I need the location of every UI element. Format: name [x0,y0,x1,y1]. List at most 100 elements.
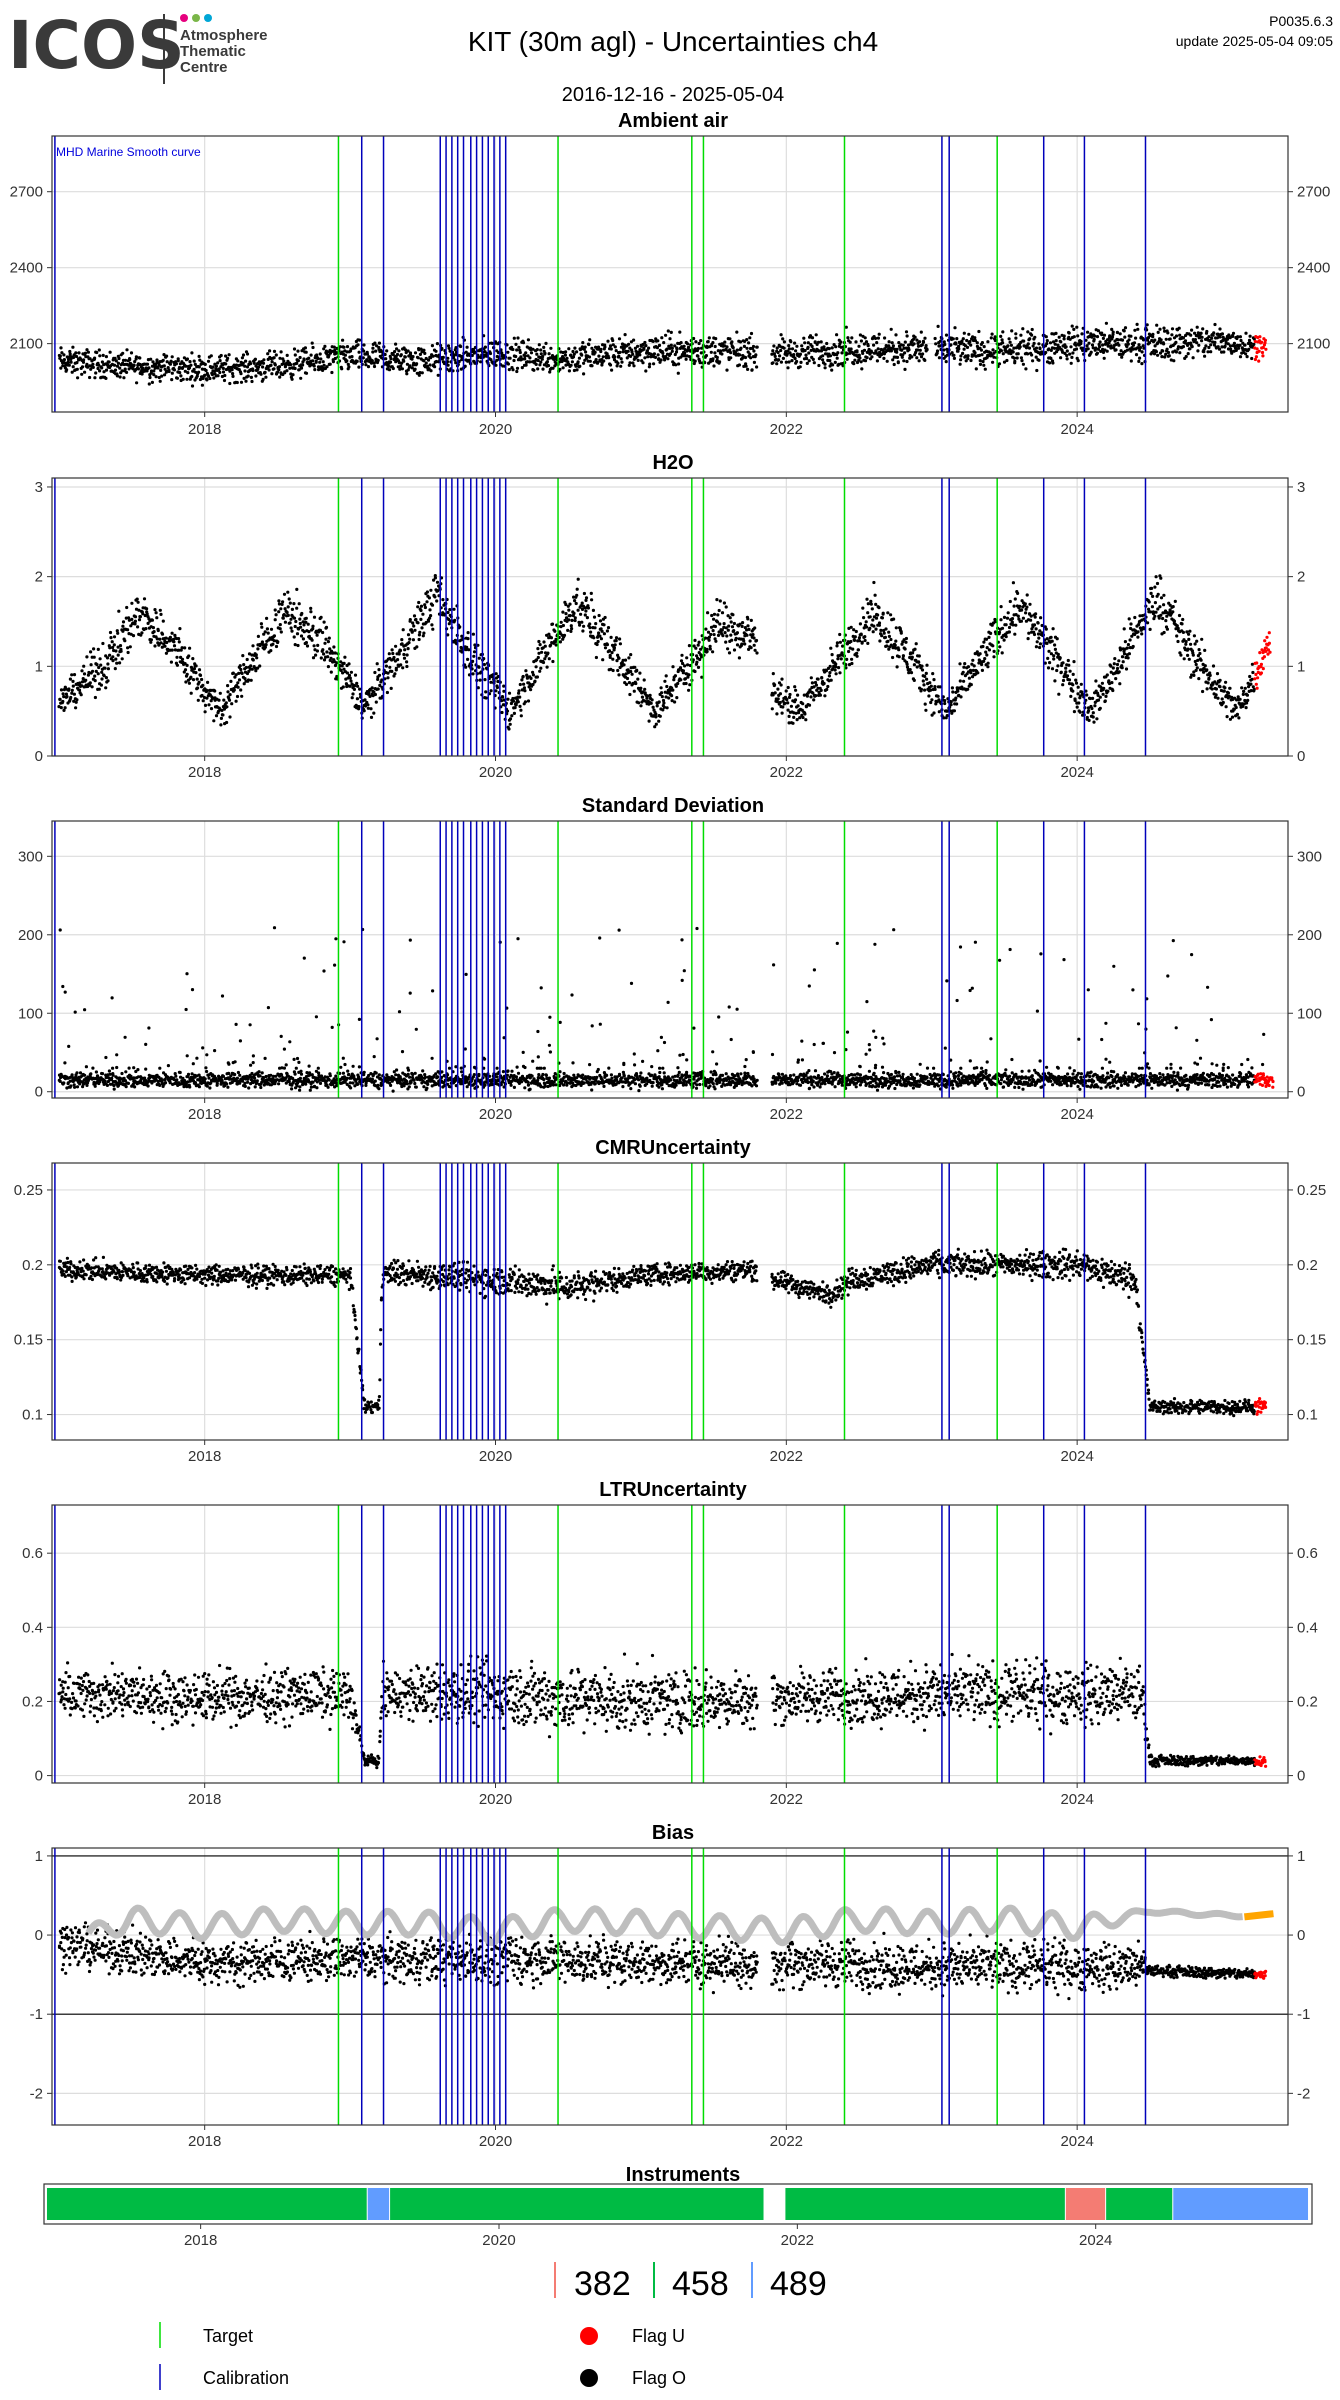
y-tick-label: 0 [35,1927,43,1944]
plot-frame [51,1847,1289,2126]
chart-panel-ltruncertainty: LTRUncertainty 0 0 0.2 0.2 0.4 0.4 0.6 0.6 2018 20… [22,1479,1318,1808]
flag-u-legend-label: Flag U [632,2326,685,2346]
logo-sub-line-3: Centre [180,59,228,76]
chart-panel-h2o: H2O 0 0 1 1 2 2 3 3 2018 2020 2022 2024 [35,452,1306,781]
x-tick-label: 2018 [188,1448,221,1465]
instrument-segment-489 [367,2188,390,2220]
y-tick-label: 300 [18,848,43,865]
plot-frame [51,1504,1289,1784]
instrument-segment-458 [1106,2188,1173,2220]
x-tick-label: 2024 [1060,1106,1093,1123]
chart-panel-bias: Bias -2 -2 -1 -1 0 0 1 1 2018 2020 2022 2024 [30,1822,1311,2150]
flag-u-points [1253,1072,1275,1089]
y-tick-label: 0 [35,1768,43,1785]
x-tick-label: 2020 [479,1791,512,1808]
chart-title: LTRUncertainty [599,1479,747,1501]
y-tick-label: 1 [1297,1848,1305,1865]
y-tick-label: 2400 [10,260,43,277]
flag-legend: Target Calibration Flag U Flag O [159,2322,686,2390]
chart-panel-standard-deviation: Standard Deviation 0 0 100 100 200 200 300 300 20… [18,795,1322,1123]
y-tick-label: 2 [1297,569,1305,586]
flag-o-legend-label: Flag O [632,2368,686,2388]
x-tick-label: 2020 [479,421,512,438]
y-tick-label: 0.25 [14,1182,43,1199]
y-tick-label: 0 [35,1084,43,1101]
target-legend-label: Target [203,2326,253,2346]
y-tick-label: 1 [35,658,43,675]
flag-u-points [1253,1397,1268,1416]
y-tick-label: 0 [1297,748,1305,765]
data-points [57,574,1272,731]
chart-panel-cmruncertainty: CMRUncertainty 0.1 0.1 0.15 0.15 0.2 0.2 0.25 0.… [14,1137,1326,1465]
flag-o-points [57,574,1256,731]
chart-title: Bias [652,1822,694,1844]
y-tick-label: 0.6 [1297,1545,1318,1562]
x-tick-label: 2024 [1060,421,1093,438]
x-tick-label: 2022 [770,2133,803,2150]
y-tick-label: 2400 [1297,260,1330,277]
x-tick-label: 2022 [770,1791,803,1808]
logo-sub-line-1: Atmosphere [180,27,268,44]
y-tick-label: 3 [1297,479,1305,496]
y-tick-label: 1 [1297,658,1305,675]
data-points [57,926,1275,1093]
instrument-489-label: 489 [770,2265,827,2303]
flag-o-points [57,321,1256,388]
page-title: KIT (30m agl) - Uncertainties ch4 [468,26,878,57]
data-points [57,1247,1268,1418]
x-tick-label: 2018 [188,1106,221,1123]
y-tick-label: 0 [1297,1084,1305,1101]
y-tick-label: 2 [35,569,43,586]
x-tick-label: 2022 [770,1106,803,1123]
instruments-panel: Instruments 2018 2020 2022 2024 [43,2164,1313,2249]
flag-u-points [1253,1755,1268,1768]
x-tick-label: 2020 [479,1448,512,1465]
calibration-legend-label: Calibration [203,2368,289,2388]
logo-dot-3 [204,14,212,22]
x-tick-label: 2022 [770,1448,803,1465]
y-tick-label: 0.2 [1297,1257,1318,1274]
x-tick-label: 2018 [184,2232,217,2249]
y-tick-label: 2700 [10,184,43,201]
plot-frame [51,135,1289,413]
y-tick-label: 0.15 [1297,1332,1326,1349]
x-tick-label: 2018 [188,1791,221,1808]
plot-frame [51,477,1289,757]
y-tick-label: 100 [1297,1005,1322,1022]
x-tick-label: 2022 [770,764,803,781]
y-tick-label: 100 [18,1005,43,1022]
y-tick-label: 0.4 [1297,1619,1318,1636]
icos-logo-text: ICOS [8,7,185,84]
x-tick-label: 2020 [482,2232,515,2249]
y-tick-label: 0.25 [1297,1182,1326,1199]
y-tick-label: 2100 [1297,336,1330,353]
y-tick-label: 0 [1297,1927,1305,1944]
instrument-382-label: 382 [574,2265,631,2303]
flag-u-points [1253,335,1268,363]
y-tick-label: -1 [30,2006,43,2023]
flag-u-points [1253,1969,1268,1980]
y-tick-label: 0.2 [1297,1693,1318,1710]
flag-u-legend-key [580,2327,598,2345]
y-tick-label: 200 [18,927,43,944]
y-tick-label: 0.4 [22,1619,43,1636]
logo-dot-2 [192,14,200,22]
smooth-curve [85,1904,1245,1947]
y-tick-label: 300 [1297,848,1322,865]
flag-u-points [1253,631,1272,690]
y-tick-label: -1 [1297,2006,1310,2023]
y-tick-label: 0 [1297,1768,1305,1785]
x-tick-label: 2024 [1060,1448,1093,1465]
smooth-curve-recent [1244,1910,1274,1921]
instrument-segment-458 [46,2188,367,2220]
x-tick-label: 2018 [188,2133,221,2150]
data-points [57,1904,1274,2001]
y-tick-label: 1 [35,1848,43,1865]
flag-o-points [57,926,1266,1093]
plot-frame [51,1162,1289,1441]
chart-title: H2O [652,452,693,474]
update-label: update 2025-05-04 09:05 [1176,33,1333,49]
flag-o-points [57,1652,1257,1770]
date-range: 2016-12-16 - 2025-05-04 [562,84,784,106]
y-tick-label: 0.2 [22,1257,43,1274]
